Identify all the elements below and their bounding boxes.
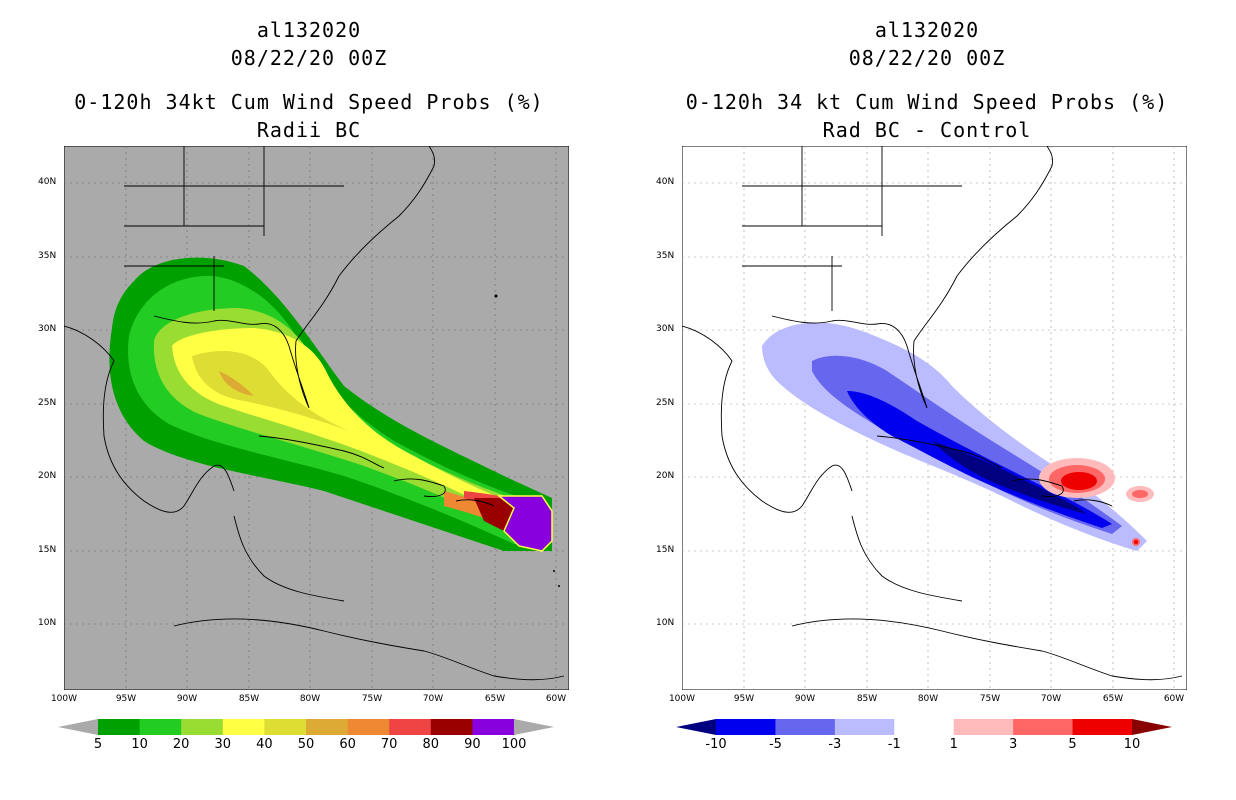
diff-pos-5 — [1061, 472, 1097, 490]
colorbar-segment — [306, 719, 349, 735]
lat-label: 10N — [38, 618, 57, 628]
lat-label: 35N — [656, 251, 675, 261]
product-title: 0-120h 34 kt Cum Wind Speed Probs (%) — [685, 90, 1169, 114]
colorbar-label: -3 — [828, 737, 842, 752]
colorbar-label: 1 — [949, 737, 958, 752]
colorbar-label: 60 — [339, 737, 356, 752]
colorbar-segment — [1072, 719, 1133, 735]
colorbar-label: 5 — [1068, 737, 1077, 752]
lon-label: 80W — [299, 694, 321, 704]
lon-label: 80W — [917, 694, 939, 704]
left-panel: al132020 08/22/20 00Z 0-120h 34kt Cum Wi… — [38, 18, 569, 752]
probability-colorbar — [58, 719, 554, 735]
datetime-title: 08/22/20 00Z — [230, 46, 388, 70]
lat-label: 20N — [38, 471, 57, 481]
probability-map — [64, 146, 569, 690]
colorbar-end-high — [1132, 719, 1172, 735]
right-panel: al132020 08/22/20 00Z 0-120h 34 kt Cum W… — [618, 0, 1236, 800]
colorbar-segment — [775, 719, 836, 735]
storm-id-title: al132020 — [874, 18, 980, 42]
colorbar-label: 100 — [501, 737, 527, 752]
colorbar-label: 50 — [297, 737, 315, 752]
lon-label: 65W — [484, 694, 506, 704]
prob-50 — [219, 371, 254, 396]
lon-label: 60W — [545, 694, 567, 704]
difference-colorbar — [676, 719, 1172, 735]
lat-label: 40N — [656, 177, 675, 187]
lon-label: 95W — [733, 694, 755, 704]
colorbar-label: 90 — [464, 737, 481, 752]
colorbar-label: 80 — [422, 737, 440, 752]
colorbar-end-low — [58, 719, 98, 735]
colorbar-segment — [139, 719, 182, 735]
colorbar-label: 10 — [131, 737, 148, 752]
lon-label: 85W — [238, 694, 260, 704]
colorbar-segment — [953, 719, 1014, 735]
lon-label: 70W — [1040, 694, 1062, 704]
colorbar-segment — [389, 719, 432, 735]
colorbar-label: 20 — [172, 737, 190, 752]
colorbar-segment — [222, 719, 265, 735]
colorbar-label: -1 — [887, 737, 901, 752]
lon-label: 85W — [856, 694, 878, 704]
lat-label: 15N — [656, 545, 675, 555]
lon-label: 95W — [115, 694, 137, 704]
colorbar-label: 5 — [93, 737, 103, 752]
colorbar-segment — [181, 719, 224, 735]
lat-label: 20N — [656, 471, 675, 481]
product-subtitle: Rad BC - Control — [822, 118, 1032, 142]
lon-label: 100W — [50, 694, 78, 704]
lon-label: 90W — [794, 694, 816, 704]
lon-label: 60W — [1163, 694, 1185, 704]
lat-label: 25N — [656, 398, 675, 408]
lat-label: 15N — [38, 545, 57, 555]
colorbar-end-low — [676, 719, 716, 735]
colorbar-label: 40 — [256, 737, 273, 752]
product-subtitle: Radii BC — [256, 118, 362, 142]
colorbar-label: 10 — [1123, 737, 1141, 752]
datetime-title: 08/22/20 00Z — [848, 46, 1006, 70]
lat-label: 40N — [38, 177, 57, 187]
storm-id-title: al132020 — [256, 18, 362, 42]
lat-label: 30N — [656, 324, 675, 334]
lat-label: 35N — [38, 251, 57, 261]
difference-map — [682, 146, 1187, 690]
prob-90-100 — [496, 495, 553, 552]
colorbar-segment — [834, 719, 895, 735]
colorbar-label: -10 — [705, 737, 727, 752]
colorbar-segment — [430, 719, 473, 735]
colorbar-label: 30 — [214, 737, 232, 752]
product-title: 0-120h 34kt Cum Wind Speed Probs (%) — [74, 90, 544, 114]
colorbar-segment — [472, 719, 515, 735]
colorbar-segment — [347, 719, 390, 735]
prob-40 — [192, 351, 349, 431]
lon-label: 65W — [1102, 694, 1124, 704]
colorbar-segment — [716, 719, 776, 735]
colorbar-segment — [1013, 719, 1074, 735]
colorbar-segment — [894, 719, 955, 735]
lat-label: 30N — [38, 324, 57, 334]
lon-label: 75W — [979, 694, 1001, 704]
colorbar-segment — [98, 719, 141, 735]
colorbar-label: 3 — [1009, 737, 1018, 752]
colorbar-segment — [264, 719, 307, 735]
lon-label: 100W — [668, 694, 696, 704]
lon-label: 90W — [176, 694, 198, 704]
lat-label: 25N — [38, 398, 57, 408]
lon-label: 75W — [361, 694, 383, 704]
lat-label: 10N — [656, 618, 675, 628]
diff-neg-10 — [932, 441, 1087, 514]
lon-label: 70W — [422, 694, 444, 704]
colorbar-label: 70 — [380, 737, 398, 752]
colorbar-label: -5 — [768, 737, 782, 752]
colorbar-end-high — [514, 719, 554, 735]
